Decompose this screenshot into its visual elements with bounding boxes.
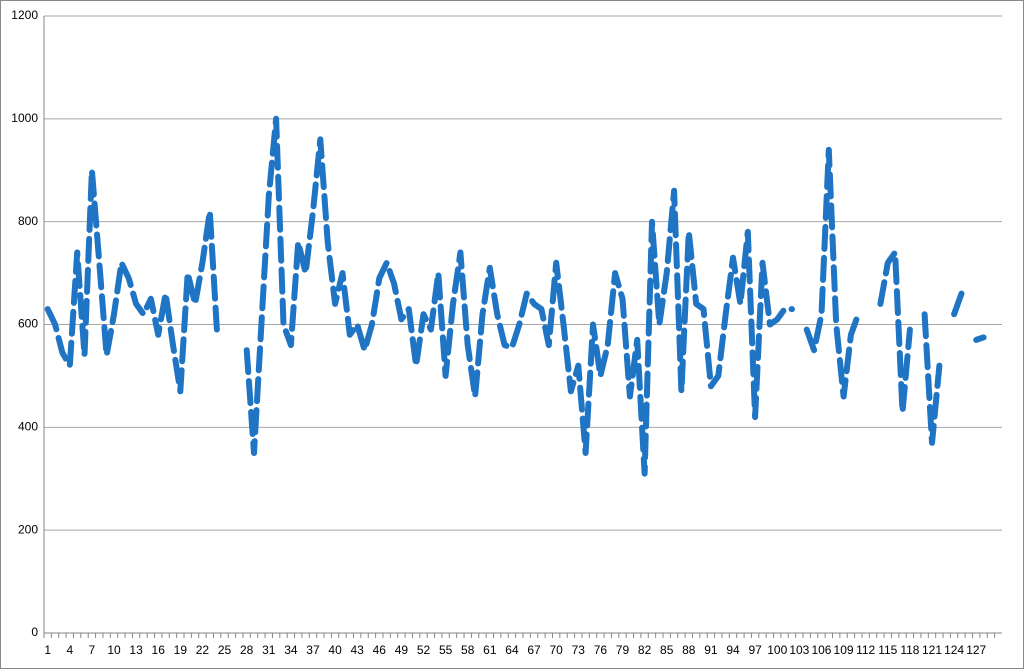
x-tick-label: 118	[900, 643, 919, 657]
x-tick-label: 28	[240, 643, 254, 657]
y-tick-label: 1200	[11, 8, 38, 22]
x-tick-label: 70	[549, 643, 563, 657]
x-tick-label: 85	[660, 643, 674, 657]
x-tick-label: 112	[856, 643, 875, 657]
x-tick-label: 94	[726, 643, 740, 657]
x-tick-label: 121	[922, 643, 942, 657]
x-tick-label: 124	[944, 643, 964, 657]
y-tick-label: 200	[18, 522, 38, 536]
x-tick-label: 25	[218, 643, 232, 657]
y-tick-label: 0	[31, 625, 38, 639]
x-tick-label: 22	[196, 643, 210, 657]
x-tick-label: 115	[878, 643, 897, 657]
x-tick-label: 1	[44, 643, 51, 657]
y-tick-label: 800	[18, 214, 38, 228]
x-tick-label: 4	[66, 643, 73, 657]
x-tick-label: 67	[527, 643, 541, 657]
y-tick-label: 1000	[11, 111, 38, 125]
x-tick-label: 37	[306, 643, 320, 657]
x-tick-label: 100	[767, 643, 787, 657]
x-tick-label: 127	[966, 643, 986, 657]
y-tick-label: 400	[18, 420, 38, 434]
x-tick-label: 13	[129, 643, 143, 657]
x-tick-label: 40	[328, 643, 342, 657]
x-tick-label: 106	[811, 643, 831, 657]
x-tick-label: 52	[417, 643, 431, 657]
x-tick-label: 103	[789, 643, 809, 657]
x-tick-label: 7	[89, 643, 96, 657]
x-tick-label: 43	[351, 643, 365, 657]
x-tick-label: 97	[748, 643, 762, 657]
x-tick-label: 64	[505, 643, 519, 657]
x-tick-label: 16	[152, 643, 166, 657]
x-tick-label: 109	[834, 643, 854, 657]
x-tick-label: 88	[682, 643, 696, 657]
x-tick-label: 49	[395, 643, 409, 657]
y-tick-label: 600	[18, 317, 38, 331]
x-tick-label: 58	[461, 643, 475, 657]
x-tick-label: 91	[704, 643, 718, 657]
x-tick-label: 10	[107, 643, 121, 657]
x-tick-label: 76	[594, 643, 608, 657]
x-tick-label: 79	[616, 643, 630, 657]
x-tick-label: 31	[262, 643, 276, 657]
data-line	[44, 115, 987, 477]
x-tick-label: 82	[638, 643, 652, 657]
x-tick-label: 46	[373, 643, 387, 657]
x-tick-label: 73	[572, 643, 586, 657]
x-tick-label: 34	[284, 643, 298, 657]
x-tick-label: 19	[174, 643, 188, 657]
x-tick-label: 55	[439, 643, 453, 657]
x-tick-label: 61	[483, 643, 497, 657]
